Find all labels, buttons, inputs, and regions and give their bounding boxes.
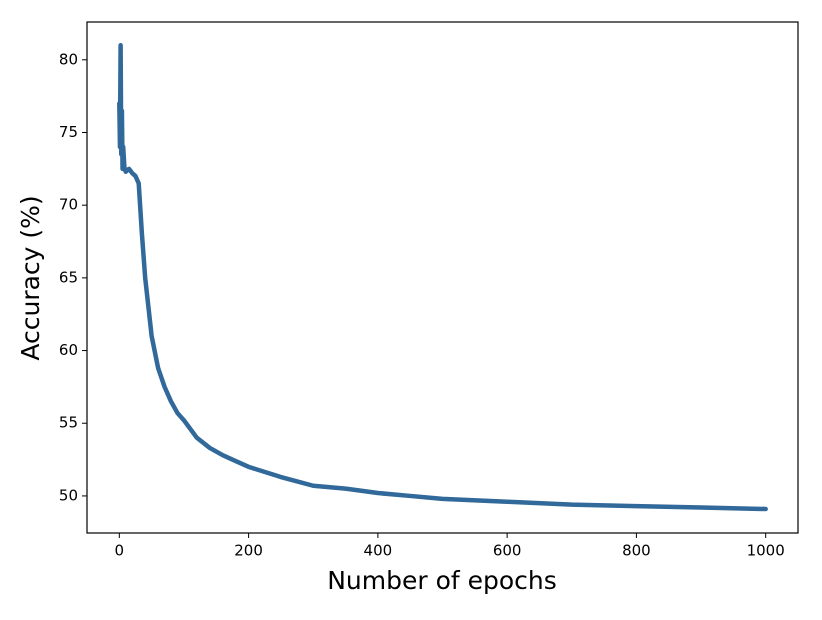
data-line xyxy=(117,43,768,512)
x-tick-label: 0 xyxy=(115,542,125,560)
x-tick-label: 800 xyxy=(622,542,651,560)
y-tick-label: 55 xyxy=(59,414,78,432)
y-tick-label: 50 xyxy=(59,486,78,504)
y-tick-label: 60 xyxy=(59,341,78,359)
x-axis-label: Number of epochs xyxy=(327,566,557,595)
x-tick-label: 400 xyxy=(364,542,393,560)
y-axis-label: Accuracy (%) xyxy=(16,195,45,360)
x-tick-label: 600 xyxy=(493,542,522,560)
x-tick-label: 200 xyxy=(234,542,263,560)
y-tick-label: 70 xyxy=(59,196,78,214)
y-tick-label: 75 xyxy=(59,123,78,141)
y-tick-label: 65 xyxy=(59,268,78,286)
x-tick-label: 1000 xyxy=(747,542,785,560)
plot-frame xyxy=(86,21,799,534)
y-tick-label: 80 xyxy=(59,50,78,68)
